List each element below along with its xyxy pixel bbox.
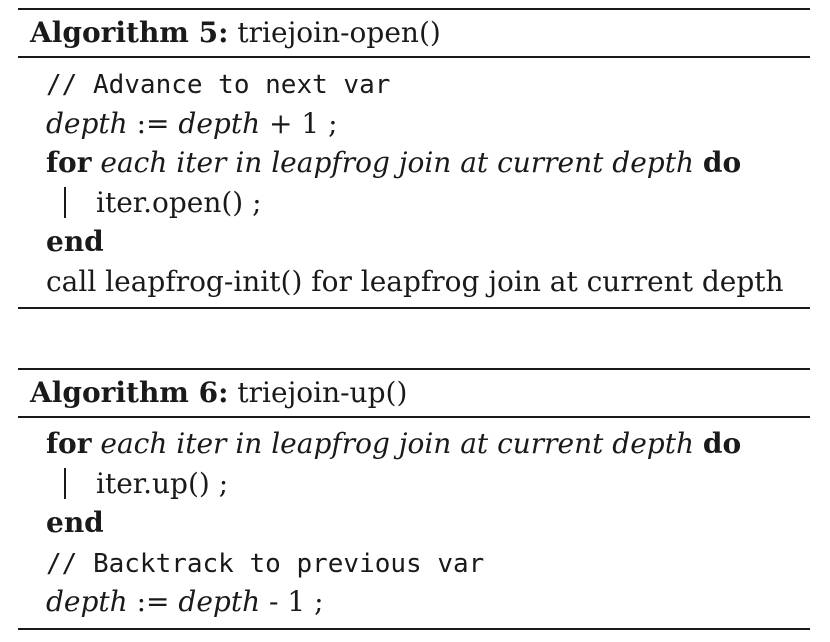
code-line-end: end: [18, 222, 810, 262]
code-line-body: iter.up() ;: [18, 464, 810, 504]
code-line-body: iter.open() ;: [18, 183, 810, 223]
top-rule: [18, 368, 810, 370]
algorithm-label: Algorithm 5:: [30, 16, 229, 49]
for-condition: each iter in leapfrog join at current de…: [100, 146, 695, 179]
algorithm-6-block: Algorithm 6: triejoin-up() for each iter…: [18, 368, 810, 630]
algorithm-body: // Advance to next var depth := depth + …: [18, 58, 810, 307]
for-condition: each iter in leapfrog join at current de…: [100, 427, 695, 460]
caption-rule: [18, 416, 810, 418]
algorithm-caption: Algorithm 6: triejoin-up(): [18, 370, 810, 416]
code-line-comment: // Backtrack to previous var: [18, 543, 810, 583]
algorithm-5-block: Algorithm 5: triejoin-open() // Advance …: [18, 8, 810, 309]
code-line-end: end: [18, 503, 810, 543]
algorithm-name: triejoin-up(): [237, 376, 408, 409]
algorithm-label: Algorithm 6:: [30, 376, 229, 409]
var-depth: depth: [46, 585, 128, 618]
block-bar: [64, 467, 66, 499]
decrement-expr: - 1 ;: [269, 585, 324, 618]
increment-expr: + 1 ;: [269, 106, 338, 140]
var-depth: depth: [178, 106, 261, 140]
code-line-comment: // Advance to next var: [18, 64, 810, 104]
algorithm-name: triejoin-open(): [237, 16, 441, 49]
comment-text: // Backtrack to previous var: [46, 548, 485, 579]
code-line-for: for each iter in leapfrog join at curren…: [18, 424, 810, 464]
code-line-call: call leapfrog-init() for leapfrog join a…: [18, 262, 810, 302]
keyword-do: do: [702, 146, 742, 179]
assign-op: :=: [136, 585, 170, 618]
bottom-rule: [18, 627, 810, 630]
top-rule: [18, 8, 810, 10]
code-line-for: for each iter in leapfrog join at curren…: [18, 143, 810, 183]
body-statement: iter.open() ;: [96, 185, 262, 219]
keyword-for: for: [46, 427, 92, 460]
body-statement: iter.up() ;: [96, 466, 229, 500]
var-depth: depth: [46, 106, 128, 140]
algorithm-caption: Algorithm 5: triejoin-open(): [18, 10, 810, 56]
block-bar: [64, 186, 66, 218]
var-depth: depth: [178, 585, 261, 618]
bottom-rule: [18, 307, 810, 309]
keyword-end: end: [46, 225, 104, 258]
call-statement: call leapfrog-init() for leapfrog join a…: [46, 264, 784, 298]
caption-rule: [18, 56, 810, 58]
comment-text: // Advance to next var: [46, 70, 391, 100]
keyword-for: for: [46, 146, 92, 179]
algorithm-body: for each iter in leapfrog join at curren…: [18, 418, 810, 628]
code-line-assign: depth := depth + 1 ;: [18, 104, 810, 144]
assign-op: :=: [136, 106, 170, 140]
code-line-assign: depth := depth - 1 ;: [18, 582, 810, 622]
keyword-end: end: [46, 506, 104, 539]
keyword-do: do: [702, 427, 742, 460]
